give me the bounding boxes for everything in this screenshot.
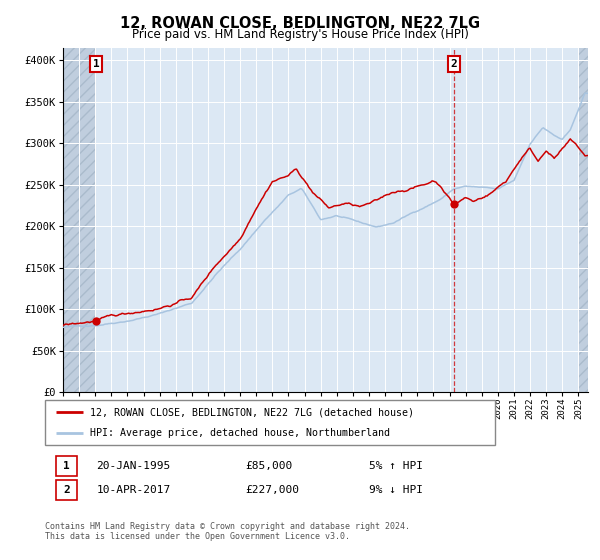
Bar xyxy=(63,48,96,392)
Text: 2: 2 xyxy=(63,485,70,495)
Text: This data is licensed under the Open Government Licence v3.0.: This data is licensed under the Open Gov… xyxy=(45,532,350,541)
Text: £85,000: £85,000 xyxy=(245,460,292,470)
Text: 5% ↑ HPI: 5% ↑ HPI xyxy=(369,460,423,470)
Text: 1: 1 xyxy=(63,460,70,470)
Text: 1: 1 xyxy=(92,59,100,69)
Text: 12, ROWAN CLOSE, BEDLINGTON, NE22 7LG: 12, ROWAN CLOSE, BEDLINGTON, NE22 7LG xyxy=(120,16,480,31)
Bar xyxy=(578,48,588,392)
Text: Contains HM Land Registry data © Crown copyright and database right 2024.: Contains HM Land Registry data © Crown c… xyxy=(45,522,410,531)
Text: HPI: Average price, detached house, Northumberland: HPI: Average price, detached house, Nort… xyxy=(90,428,390,438)
Text: 10-APR-2017: 10-APR-2017 xyxy=(96,485,170,495)
Text: 12, ROWAN CLOSE, BEDLINGTON, NE22 7LG (detached house): 12, ROWAN CLOSE, BEDLINGTON, NE22 7LG (d… xyxy=(90,408,414,418)
Bar xyxy=(63,48,96,392)
FancyBboxPatch shape xyxy=(56,480,77,500)
Text: 9% ↓ HPI: 9% ↓ HPI xyxy=(369,485,423,495)
FancyBboxPatch shape xyxy=(56,455,77,475)
Bar xyxy=(578,48,588,392)
Text: £227,000: £227,000 xyxy=(245,485,299,495)
Text: Price paid vs. HM Land Registry's House Price Index (HPI): Price paid vs. HM Land Registry's House … xyxy=(131,28,469,41)
Text: 20-JAN-1995: 20-JAN-1995 xyxy=(96,460,170,470)
FancyBboxPatch shape xyxy=(45,400,495,445)
Text: 2: 2 xyxy=(451,59,457,69)
